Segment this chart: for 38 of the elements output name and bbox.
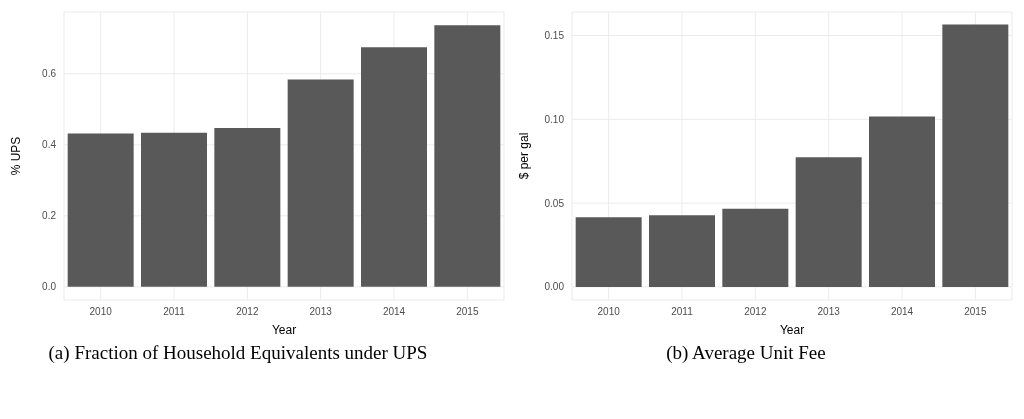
x-tick-label: 2010 <box>89 306 113 318</box>
y-tick-label: 0.15 <box>544 30 565 42</box>
y-tick-label: 0.05 <box>544 197 565 209</box>
y-axis-title: $ per gal <box>517 132 532 180</box>
x-tick-label: 2011 <box>671 306 694 318</box>
y-tick-label: 0.6 <box>42 68 57 80</box>
x-axis-title: Year <box>271 323 297 337</box>
x-tick-label: 2014 <box>890 306 914 318</box>
x-axis-title: Year <box>779 323 805 337</box>
x-tick-label: 2013 <box>309 306 333 318</box>
text: (b) Average Unit Fee <box>665 342 827 364</box>
x-tick-label: 2015 <box>456 306 479 318</box>
x-tick-label: 2012 <box>236 306 259 318</box>
bar <box>575 217 642 287</box>
bar <box>361 47 427 287</box>
bar <box>942 24 1009 287</box>
bar <box>795 157 862 287</box>
y-axis-title: % UPS <box>9 136 24 176</box>
y-tick-label: 0.10 <box>544 113 565 125</box>
bar <box>869 116 935 287</box>
x-tick-label: 2011 <box>163 306 186 318</box>
x-tick-label: 2013 <box>817 306 841 318</box>
y-tick-label: 0.2 <box>42 210 57 222</box>
y-tick-label: 0.00 <box>544 281 565 293</box>
x-tick-label: 2010 <box>597 306 621 318</box>
bar <box>434 25 501 287</box>
bar <box>214 128 281 287</box>
bar <box>141 132 207 287</box>
bar <box>67 133 134 287</box>
bar <box>649 215 715 287</box>
x-tick-label: 2014 <box>382 306 406 318</box>
x-tick-label: 2015 <box>964 306 987 318</box>
y-tick-label: 0.0 <box>42 281 57 293</box>
x-tick-label: 2012 <box>744 306 767 318</box>
text: (a) Fraction of Household Equivalents under UPS <box>47 342 429 364</box>
bar <box>722 208 789 287</box>
y-tick-label: 0.4 <box>42 139 57 151</box>
bar <box>287 79 354 287</box>
